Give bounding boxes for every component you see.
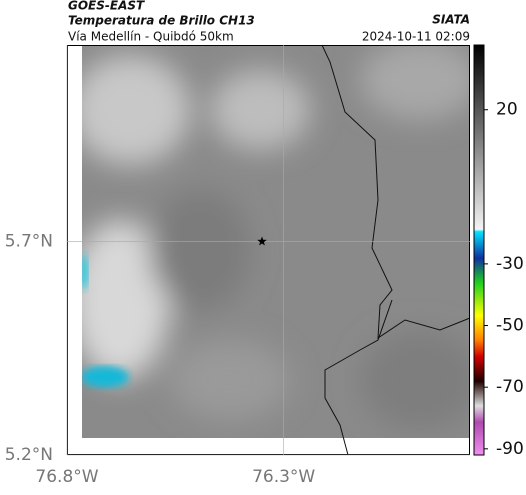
region: Vía Medellín - Quibdó 50km xyxy=(68,30,234,44)
satellite: GOES-EAST xyxy=(68,0,145,13)
border xyxy=(321,44,471,456)
lat-tick-label: 5.7°N xyxy=(5,231,53,251)
lon-tick-label: 76.8°W xyxy=(35,467,98,487)
frame xyxy=(67,45,470,455)
lon-tick-label: 76.3°W xyxy=(252,467,315,487)
imagery xyxy=(82,45,470,438)
colorbar xyxy=(473,44,485,456)
colorbar-tick-label: -90 xyxy=(496,439,524,459)
colorbar-tick-label: -30 xyxy=(496,254,524,274)
source: SIATA xyxy=(432,13,470,27)
product: Temperatura de Brillo CH13 xyxy=(68,14,255,28)
colorbar-tick-label: 20 xyxy=(496,100,518,120)
timestamp: 2024-10-11 02:09 xyxy=(362,30,470,44)
location-marker xyxy=(257,236,267,246)
colorbar-tick-label: -70 xyxy=(496,377,524,397)
colorbar-tick-label: -50 xyxy=(496,316,524,336)
lat-tick-label: 5.2°N xyxy=(5,445,53,465)
